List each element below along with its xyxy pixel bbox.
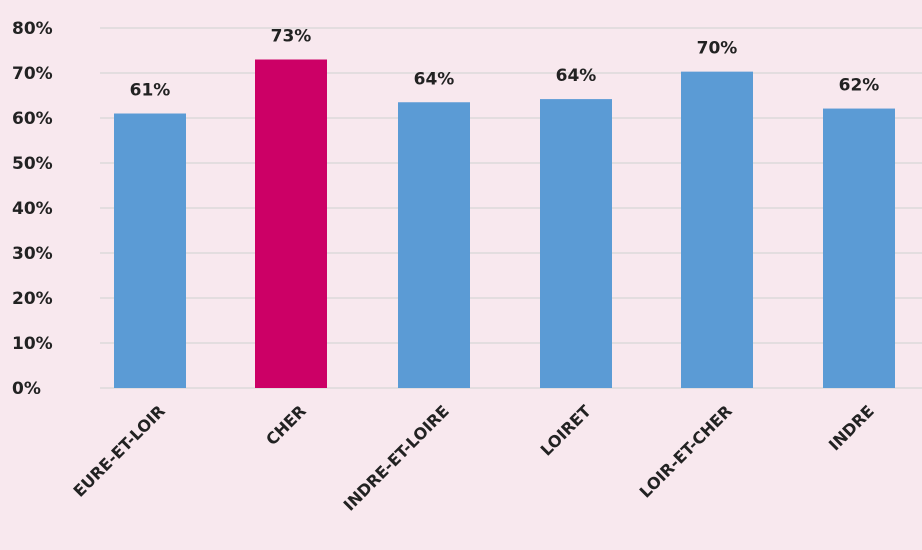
bar (540, 99, 612, 388)
bar (255, 59, 327, 388)
y-tick-label: 40% (12, 199, 53, 219)
category-label: CHER (262, 401, 310, 449)
data-label: 62% (839, 76, 880, 96)
bar (398, 102, 470, 388)
y-tick-label: 80% (12, 19, 53, 39)
y-tick-label: 10% (12, 334, 53, 354)
y-tick-label: 20% (12, 289, 53, 309)
bar (823, 108, 895, 389)
bar (681, 71, 753, 389)
category-label: INDRE-ET-LOIRE (340, 401, 453, 514)
category-labels: EURE-ET-LOIR CHER INDRE-ET-LOIRE LOIRET LOIR… (70, 401, 878, 514)
category-label: INDRE (825, 401, 878, 454)
data-label: 70% (697, 39, 738, 59)
data-labels: 61% 73% 64% 64% 70% 62% (130, 27, 880, 101)
category-label: LOIRET (537, 401, 595, 459)
data-label: 61% (130, 81, 171, 101)
data-label: 73% (271, 27, 312, 47)
category-label: LOIR-ET-CHER (636, 401, 736, 501)
y-tick-label: 30% (12, 244, 53, 264)
data-label: 64% (556, 66, 597, 86)
y-axis-ticks: 0% 10% 20% 30% 40% 50% 60% 70% 80% (12, 19, 53, 399)
data-label: 64% (414, 69, 455, 89)
y-tick-label: 50% (12, 154, 53, 174)
gridlines (100, 27, 922, 389)
y-tick-label: 60% (12, 109, 53, 129)
category-label: EURE-ET-LOIR (70, 401, 169, 500)
bars (114, 59, 895, 389)
y-tick-label: 0% (12, 379, 41, 399)
y-tick-label: 70% (12, 64, 53, 84)
bar (114, 113, 186, 388)
